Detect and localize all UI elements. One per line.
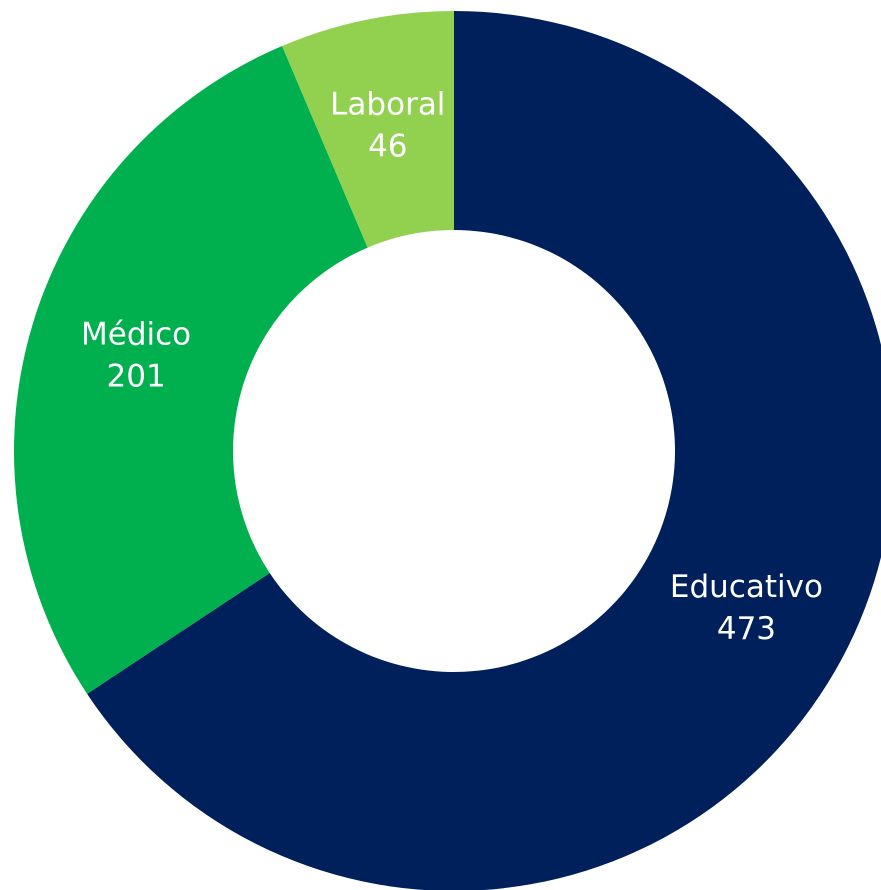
slice-value-educativo: 473 [717, 611, 776, 647]
labels-group: Educativo 473 Médico 201 Laboral 46 [81, 87, 823, 647]
slice-value-medico: 201 [107, 358, 166, 394]
slice-value-laboral: 46 [368, 129, 407, 165]
slice-label-laboral: Laboral [330, 87, 445, 123]
slice-laboral [282, 11, 454, 248]
slice-educativo [87, 11, 881, 890]
slice-label-educativo: Educativo [670, 569, 823, 605]
slices-group [14, 11, 881, 890]
slice-medico [14, 45, 368, 694]
slice-label-medico: Médico [81, 316, 191, 352]
